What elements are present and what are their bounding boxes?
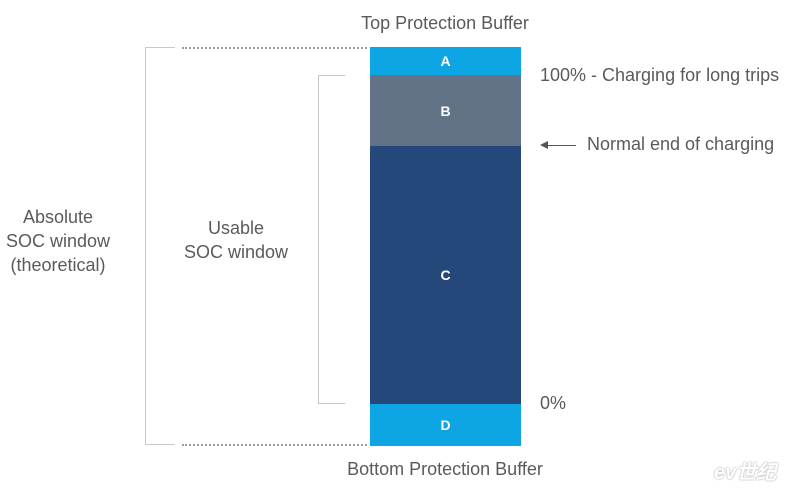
bottom-buffer-label: Bottom Protection Buffer (347, 459, 543, 479)
usable-soc-window-label: Usable SOC window (168, 216, 304, 264)
absolute-label-line-2: SOC window (5, 231, 111, 251)
absolute-label-line-3: (theoretical) (10, 255, 106, 275)
usable-label-line-2: SOC window (183, 242, 289, 262)
watermark-logo: ev世纪 (714, 462, 777, 484)
top-dotted-guide (182, 47, 367, 49)
absolute-bracket-bottom (145, 444, 175, 445)
zero-percent-label: 0% (540, 393, 567, 413)
absolute-label-line-1: Absolute (22, 207, 94, 227)
absolute-bracket-side (145, 47, 146, 445)
segment-a: A (370, 47, 521, 75)
full-charge-label: 100% - Charging for long trips (540, 65, 780, 85)
absolute-bracket-top (145, 47, 175, 48)
usable-bracket-top (318, 75, 345, 76)
arrow-left-icon (540, 141, 548, 149)
usable-bracket-side (318, 75, 319, 404)
absolute-soc-window-label: Absolute SOC window (theoretical) (0, 205, 116, 277)
usable-bracket-bottom (318, 403, 345, 404)
usable-label-line-1: Usable (207, 218, 265, 238)
segment-d: D (370, 404, 521, 446)
segment-b: B (370, 75, 521, 146)
bottom-dotted-guide (182, 444, 367, 446)
segment-c: C (370, 146, 521, 404)
top-buffer-label: Top Protection Buffer (361, 13, 529, 33)
normal-end-label: Normal end of charging (587, 134, 775, 154)
arrow-shaft (546, 145, 576, 146)
